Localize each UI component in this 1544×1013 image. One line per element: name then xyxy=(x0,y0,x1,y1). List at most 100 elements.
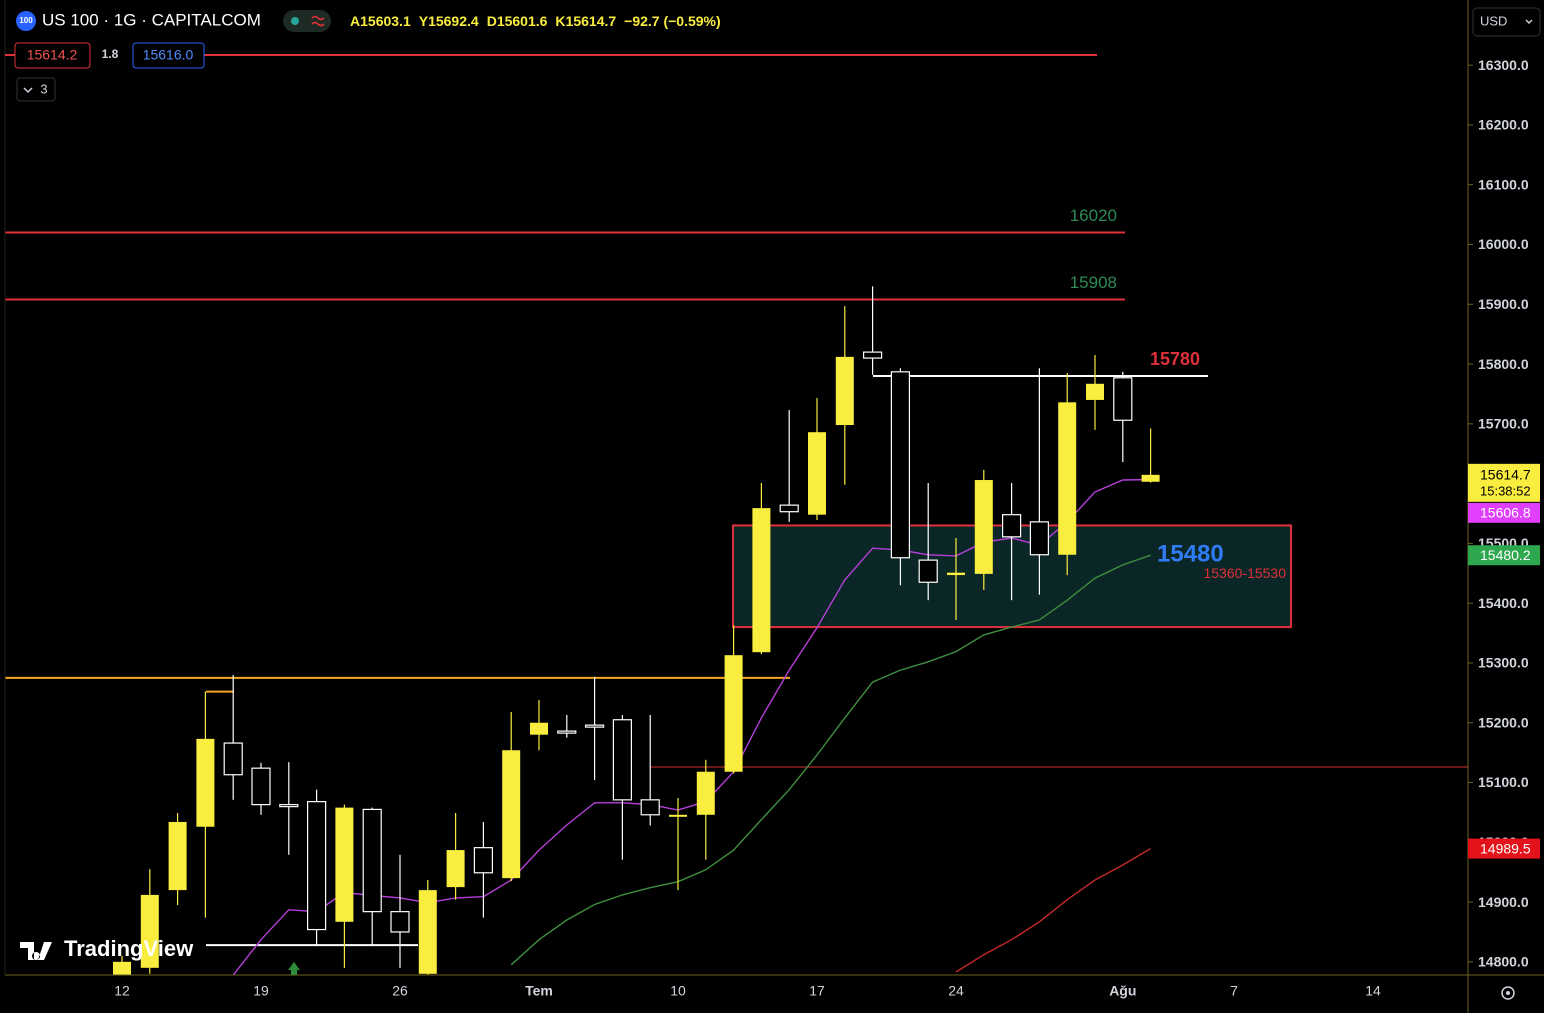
candle-body xyxy=(890,371,911,559)
zone-label: 15360-15530 xyxy=(1203,565,1286,581)
candle-body xyxy=(557,730,577,734)
x-tick-label: 19 xyxy=(253,983,269,999)
chevron xyxy=(1525,19,1533,24)
x-tick-label: 17 xyxy=(809,983,825,999)
y-tick-label: 14800.0 xyxy=(1478,954,1529,970)
status-pill[interactable] xyxy=(283,10,331,32)
candle-body xyxy=(947,572,965,576)
candle-body xyxy=(1029,521,1050,556)
x-tick-label: 14 xyxy=(1365,983,1381,999)
ohlc-letter: K xyxy=(555,13,565,29)
buy-button[interactable] xyxy=(132,42,205,69)
sell-price: 15614.2 xyxy=(27,47,78,63)
logo-icon xyxy=(20,942,52,960)
current-price-badge xyxy=(1468,463,1540,502)
y-tick-label: 16200.0 xyxy=(1478,117,1529,133)
level-label: 15780 xyxy=(1150,349,1200,369)
chevron xyxy=(23,87,33,94)
settings-button[interactable] xyxy=(1501,986,1515,1000)
candle-body xyxy=(1141,474,1160,482)
line-value: 14989.5 xyxy=(1480,840,1531,856)
candle-body xyxy=(779,504,799,513)
candle-body xyxy=(530,722,548,735)
moving-average xyxy=(955,847,1151,973)
candle-body xyxy=(1058,402,1077,555)
level-label: 16020 xyxy=(1070,206,1117,225)
candle-body xyxy=(1113,377,1133,421)
ohlc-value: 15692.4 xyxy=(428,13,479,29)
level-label: 15908 xyxy=(1070,273,1117,292)
line-value: 15606.8 xyxy=(1480,505,1531,521)
y-tick-label: 16000.0 xyxy=(1478,236,1529,252)
moving-average xyxy=(232,478,1151,975)
y-tick-label: 15800.0 xyxy=(1478,356,1529,372)
x-tick-label: 24 xyxy=(948,983,964,999)
ohlc-legend: A15603.1 Y15692.4 D15601.6 K15614.7 −92.7 (−… xyxy=(350,13,721,29)
ohlc-value: 15603.1 xyxy=(360,13,411,29)
y-tick-label: 15400.0 xyxy=(1478,595,1529,611)
y-tick-label: 15100.0 xyxy=(1478,774,1529,790)
axes: 14800.014900.015000.015100.015200.015300… xyxy=(114,57,1540,999)
ohlc-value: 15601.6 xyxy=(497,13,548,29)
candle-body xyxy=(307,801,327,931)
candle-body xyxy=(640,799,660,816)
candle-body xyxy=(584,724,605,728)
candle-body xyxy=(140,894,159,968)
line-value-badge xyxy=(1468,838,1540,859)
candle-body xyxy=(669,814,687,817)
market-open-dot xyxy=(291,17,299,25)
x-tick-label: 26 xyxy=(392,983,408,999)
candle-body xyxy=(1086,383,1104,400)
x-tick-label: 7 xyxy=(1230,983,1238,999)
candle-body xyxy=(918,559,938,583)
y-tick-label: 15300.0 xyxy=(1478,655,1529,671)
candle-body xyxy=(223,742,243,776)
candle-body xyxy=(362,808,382,913)
indicators-toggle[interactable] xyxy=(16,77,56,102)
data-delay-icon xyxy=(311,15,325,27)
spread: 1.8 xyxy=(102,47,119,61)
symbol-icon[interactable] xyxy=(16,11,36,31)
currency-dropdown[interactable] xyxy=(1472,7,1541,37)
candle-body xyxy=(752,508,771,653)
y-tick-label: 15900.0 xyxy=(1478,296,1529,312)
symbol-title[interactable]: US 100 · 1G · CAPITALCOM xyxy=(42,10,261,29)
x-tick-label: 10 xyxy=(670,983,686,999)
sell-button[interactable] xyxy=(14,42,91,69)
candle-body xyxy=(446,850,465,888)
candle-body xyxy=(502,750,521,879)
y-tick-label: 14900.0 xyxy=(1478,894,1529,910)
candle-body xyxy=(390,911,410,933)
candle-body xyxy=(335,807,354,922)
moving-average xyxy=(510,554,1151,966)
ohlc-letter: A xyxy=(350,13,360,29)
candle-body xyxy=(196,738,215,827)
current-price: 15614.7 xyxy=(1480,467,1531,483)
candle-body xyxy=(418,890,437,974)
x-tick-label: Ağu xyxy=(1109,983,1136,999)
candle-body xyxy=(1001,514,1022,538)
x-tick-label: Tem xyxy=(525,983,553,999)
line-value: 15480.2 xyxy=(1480,547,1531,563)
y-tick-label: 16100.0 xyxy=(1478,176,1529,192)
arrow-drawing xyxy=(288,962,300,975)
candle-body xyxy=(473,847,493,874)
candle-body xyxy=(612,719,633,801)
ohlc-change: −92.7 (−0.59%) xyxy=(624,13,721,29)
ohlc-letter: Y xyxy=(419,13,429,29)
candle-body xyxy=(696,771,715,815)
candle-body xyxy=(808,432,826,515)
settings-dot xyxy=(1506,991,1510,995)
ohlc-value: 15614.7 xyxy=(566,13,617,29)
y-tick-label: 15700.0 xyxy=(1478,416,1529,432)
candle-body xyxy=(862,351,883,359)
line-value-badge xyxy=(1468,545,1540,566)
ohlc-letter: D xyxy=(487,13,497,29)
logo-text[interactable]: TradingView xyxy=(64,936,194,961)
zone-marker: 15480 xyxy=(1157,541,1224,568)
line-value-badge xyxy=(1468,502,1540,523)
